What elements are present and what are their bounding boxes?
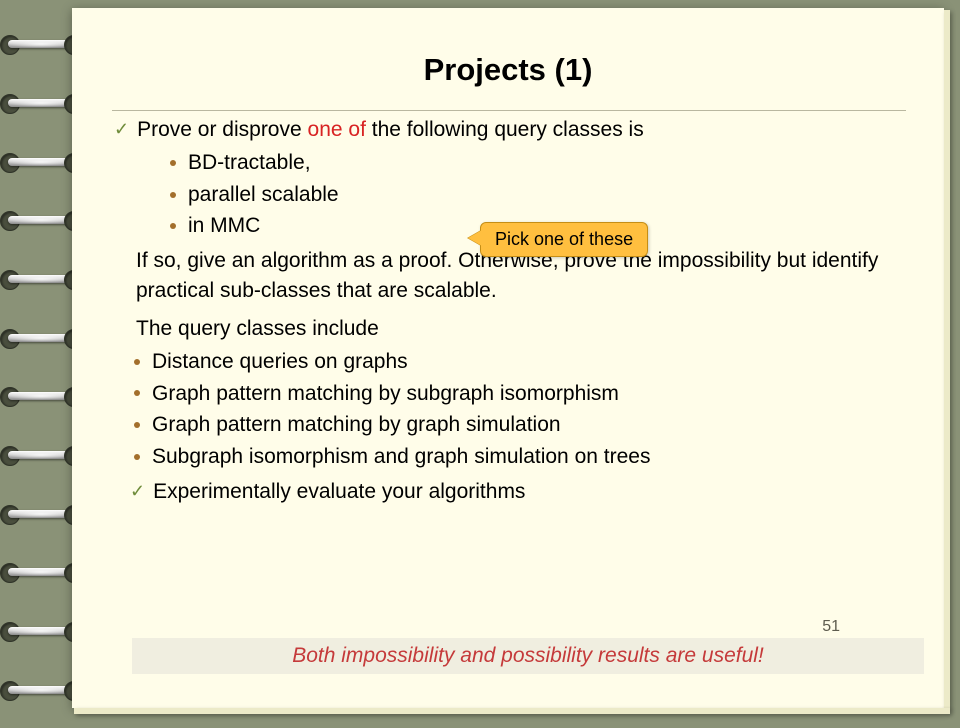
ring [0,149,72,177]
check-icon: ✓ [114,115,129,143]
dot-icon [134,454,140,460]
slide-paper: Projects (1) ✓ Prove or disprove one of … [72,8,944,708]
bullet-dot: parallel scalable [112,179,906,211]
intro-suffix: the following query classes is [366,118,644,141]
ring [0,207,72,235]
bullet-text: parallel scalable [188,180,339,210]
bullet-text: Subgraph isomorphism and graph simulatio… [152,442,650,472]
slide-content: ✓ Prove or disprove one of the following… [112,110,906,507]
paper-stack-edge [944,10,950,710]
page-number: 51 [822,618,840,636]
ring [0,90,72,118]
bullet-text: BD-tractable, [188,148,311,178]
slide-title: Projects (1) [72,52,944,88]
callout-box: Pick one of these [480,222,648,257]
dot-icon [134,390,140,396]
ring-binder [0,8,72,728]
ring [0,618,72,646]
bullet-text: in MMC [188,211,260,241]
bullet-dot: Distance queries on graphs [112,346,906,378]
closing-text: Experimentally evaluate your algorithms [153,477,525,507]
ring [0,442,72,470]
footer-bar: Both impossibility and possibility resul… [132,638,924,674]
bullet-text: Distance queries on graphs [152,347,408,377]
check-icon: ✓ [130,477,145,505]
bullet-text: Graph pattern matching by graph simulati… [152,410,561,440]
subhead: The query classes include [112,310,906,346]
intro-line: Prove or disprove one of the following q… [137,115,644,145]
ring [0,31,72,59]
ring [0,559,72,587]
dot-icon [170,160,176,166]
intro-prefix: Prove or disprove [137,118,307,141]
bullet-text: Graph pattern matching by subgraph isomo… [152,379,619,409]
bullet-dot: Graph pattern matching by graph simulati… [112,409,906,441]
bullet-check: ✓ Prove or disprove one of the following… [112,115,906,145]
ring [0,383,72,411]
dot-icon [170,192,176,198]
bullet-dot: Graph pattern matching by subgraph isomo… [112,378,906,410]
ring [0,325,72,353]
footer-text: Both impossibility and possibility resul… [292,644,764,668]
divider [112,110,906,111]
callout-tail [468,230,482,246]
dot-icon [170,223,176,229]
intro-highlight: one of [308,118,366,141]
callout-text: Pick one of these [495,229,633,249]
dot-icon [134,359,140,365]
paper-stack-edge [74,708,950,714]
bullet-dot: BD-tractable, [112,147,906,179]
dot-icon [134,422,140,428]
ring [0,266,72,294]
ring [0,501,72,529]
bullet-check: ✓ Experimentally evaluate your algorithm… [112,477,906,507]
bullet-dot: Subgraph isomorphism and graph simulatio… [112,441,906,473]
ring [0,677,72,705]
query-classes-list: Distance queries on graphsGraph pattern … [112,346,906,473]
